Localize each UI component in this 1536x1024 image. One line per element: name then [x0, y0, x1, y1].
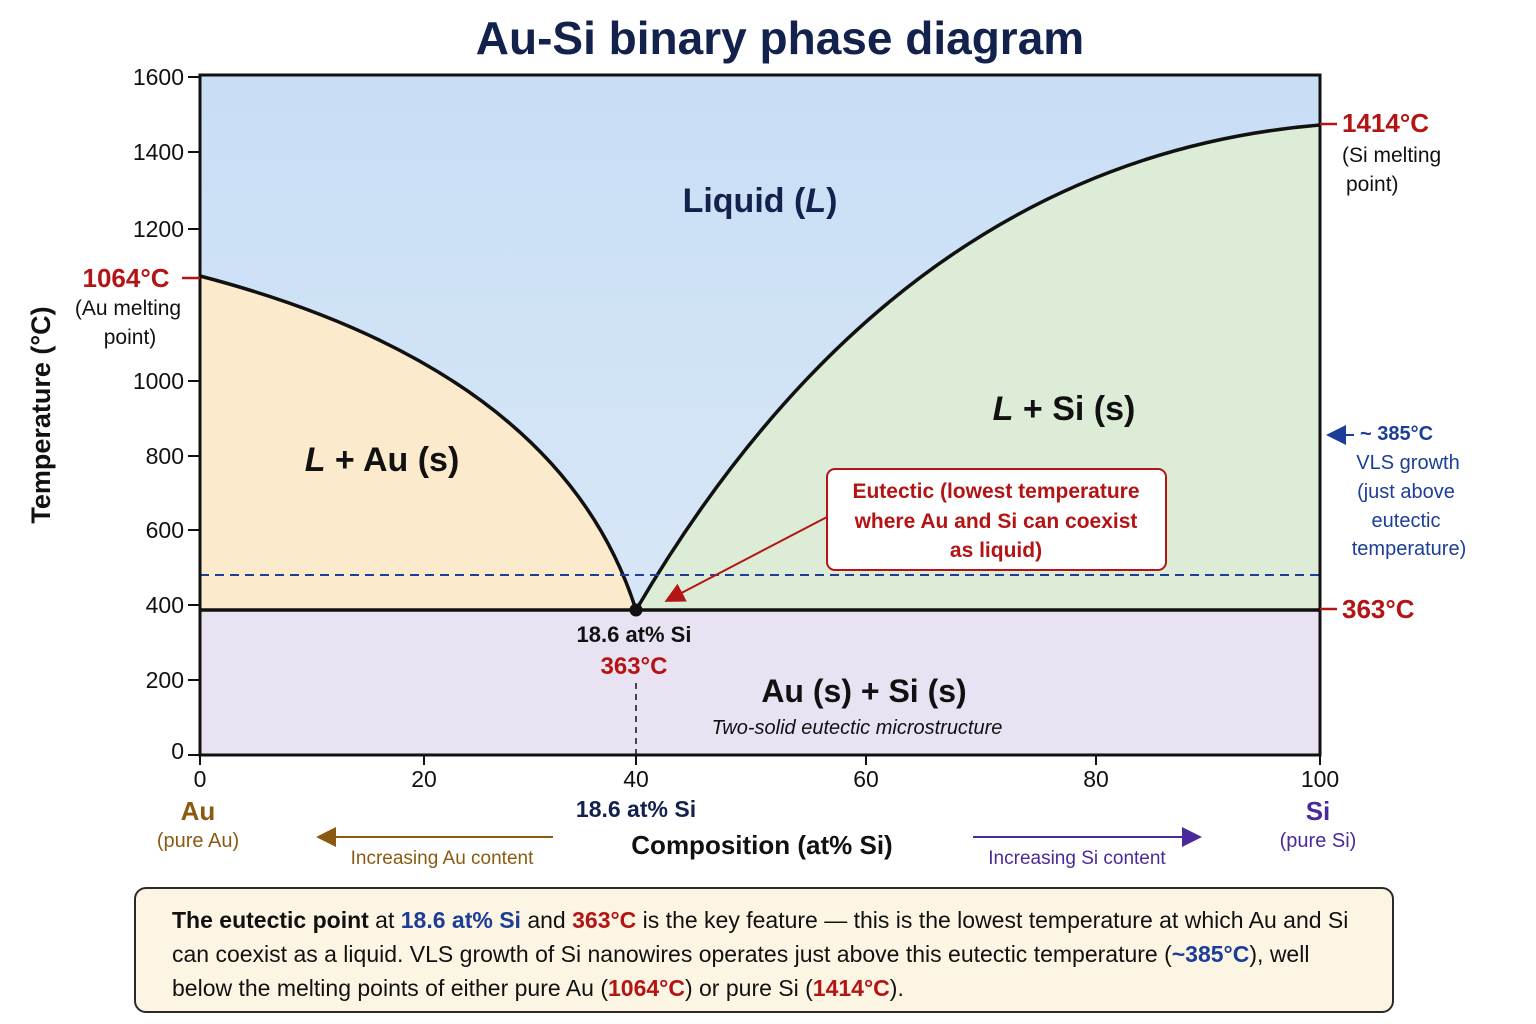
- solid-region-sublabel: Two-solid eutectic microstructure: [712, 717, 1003, 739]
- y-tick-label: 0: [171, 738, 184, 764]
- note-eutectic-temp: 363°C: [572, 907, 637, 933]
- y-tick-label: 600: [146, 517, 184, 543]
- note-text: at: [368, 907, 401, 933]
- x-tick-label: 60: [853, 766, 879, 792]
- note-text: ) or pure Si (: [684, 975, 813, 1001]
- note-text: ).: [889, 975, 904, 1001]
- note-vls-temp: ~385°C: [1171, 941, 1250, 967]
- y-axis: 0 200 400 600 800 1000 1200 1400 1600: [133, 64, 200, 764]
- eutectic-callout-box: [826, 468, 1167, 571]
- si-content-label: Increasing Si content: [988, 848, 1166, 869]
- eutectic-composition-label: 18.6 at% Si: [577, 622, 692, 647]
- x-axis-label: Composition (at% Si): [631, 830, 892, 860]
- note-si-melt: 1414°C: [812, 975, 890, 1001]
- eutectic-right-temperature: 363°C: [1342, 594, 1415, 624]
- si-endpoint-symbol: Si: [1306, 796, 1331, 826]
- liquidus-au-curve: [199, 274, 638, 611]
- solid-region-label: Au (s) + Si (s): [761, 673, 966, 709]
- liquidus-si-curve: [634, 123, 1321, 611]
- y-tick-label: 200: [146, 667, 184, 693]
- page-title: Au-Si binary phase diagram: [476, 12, 1084, 64]
- eutectic-axis-composition-label: 18.6 at% Si: [576, 796, 696, 822]
- si-melting-note: point): [1346, 173, 1399, 196]
- note-text: ), well below the melting points of eith…: [172, 941, 1310, 1001]
- vls-note: eutectic: [1372, 510, 1441, 532]
- plot-frame: [198, 73, 1322, 757]
- l-au-region-label: L + Au (s): [305, 441, 460, 479]
- x-tick-label: 100: [1301, 766, 1339, 792]
- au-endpoint-symbol: Au: [181, 796, 216, 826]
- eutectic-callout-line: where Au and Si can coexist: [854, 510, 1138, 533]
- note-au-melt: 1064°C: [607, 975, 685, 1001]
- note-text: and: [520, 907, 573, 933]
- y-axis-label: Temperature (°C): [26, 306, 56, 523]
- y-tick-label: 1200: [133, 216, 184, 242]
- x-tick-label: 40: [623, 766, 649, 792]
- x-tick-label: 0: [194, 766, 207, 792]
- au-endpoint-note: (pure Au): [157, 830, 239, 852]
- au-melting-note: (Au melting: [75, 297, 181, 320]
- note-composition: 18.6 at% Si: [400, 907, 521, 933]
- note-lead: The eutectic point: [172, 907, 369, 933]
- au-melting-temperature: 1064°C: [82, 263, 169, 293]
- y-tick-label: 400: [146, 592, 184, 618]
- eutectic-point: [629, 603, 643, 617]
- vls-note: temperature): [1352, 538, 1467, 560]
- si-melting-temperature: 1414°C: [1342, 108, 1429, 138]
- au-content-label: Increasing Au content: [351, 848, 534, 869]
- eutectic-temperature-label: 363°C: [601, 653, 668, 680]
- l-si-region-label: L + Si (s): [993, 390, 1136, 428]
- y-tick-label: 800: [146, 443, 184, 469]
- vls-note: (just above: [1357, 481, 1455, 503]
- y-tick-label: 1600: [133, 64, 184, 90]
- x-axis: 0 20 40 60 80 100: [194, 755, 1339, 792]
- eutectic-callout-line: Eutectic (lowest temperature: [852, 480, 1139, 503]
- l-au-region: [200, 276, 636, 610]
- summary-note: The eutectic point at 18.6 at% Si and 36…: [134, 887, 1394, 1013]
- eutectic-callout-line: as liquid): [950, 539, 1042, 562]
- si-melting-note: (Si melting: [1342, 144, 1441, 167]
- solid-region: [200, 610, 1320, 755]
- y-tick-label: 1400: [133, 139, 184, 165]
- liquid-region-label: Liquid (L): [683, 182, 838, 220]
- y-tick-label: 1000: [133, 368, 184, 394]
- vls-note: VLS growth: [1356, 452, 1459, 474]
- eutectic-callout-arrow: [664, 516, 828, 602]
- x-tick-label: 80: [1083, 766, 1109, 792]
- vls-temperature: ~ 385°C: [1360, 423, 1433, 445]
- au-melting-note: point): [104, 326, 157, 349]
- x-tick-label: 20: [411, 766, 437, 792]
- si-endpoint-note: (pure Si): [1280, 830, 1357, 852]
- note-text: is the key feature — this is the lowest …: [172, 907, 1349, 967]
